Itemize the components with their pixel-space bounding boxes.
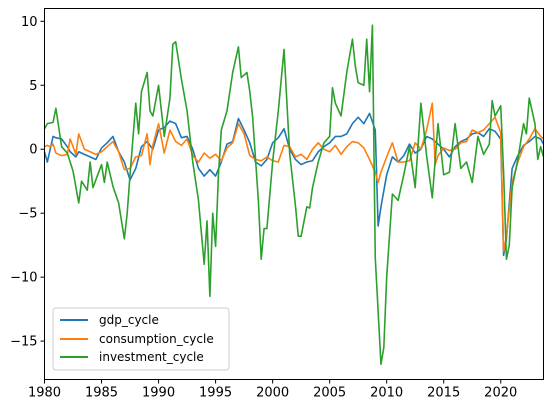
x-tick-label: 1980 — [28, 386, 61, 401]
x-tick-label: 2010 — [370, 386, 403, 401]
y-tick-label: 0 — [29, 143, 37, 158]
series-line-investment-cycle — [43, 24, 545, 365]
legend: gdp_cycle consumption_cycle investment_c… — [52, 307, 230, 371]
x-tick-label: 2020 — [484, 386, 517, 401]
tick-layer: 1980 1985 1990 1995 2000 2005 2010 2015 2020 10 5 0… — [10, 15, 517, 401]
x-tick-label: 1985 — [85, 386, 118, 401]
y-tick-label: 10 — [21, 15, 38, 30]
x-tick-label: 1995 — [199, 386, 232, 401]
plot-frame — [44, 8, 544, 380]
x-tick-label: 2005 — [313, 386, 346, 401]
legend-box — [52, 307, 230, 371]
x-tick-label: 2015 — [427, 386, 460, 401]
y-tick-label: −15 — [10, 335, 37, 350]
legend-label-investment-cycle: investment_cycle — [99, 350, 204, 364]
series-layer — [43, 24, 545, 365]
x-tick-label: 2000 — [256, 386, 289, 401]
y-tick-label: −5 — [18, 207, 37, 222]
x-tick-label: 1990 — [142, 386, 175, 401]
y-tick-label: 5 — [29, 79, 37, 94]
series-line-consumption-cycle — [44, 102, 545, 253]
series-line-gdp-cycle — [43, 112, 545, 257]
y-tick-label: −10 — [10, 271, 37, 286]
legend-label-gdp-cycle: gdp_cycle — [99, 313, 159, 327]
legend-label-consumption-cycle: consumption_cycle — [99, 332, 214, 346]
